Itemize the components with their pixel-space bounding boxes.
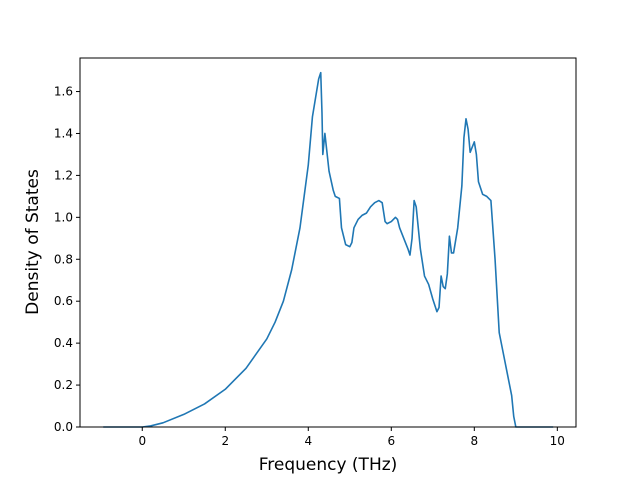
y-tick-label: 0.2 [54, 378, 73, 392]
y-tick-label: 0.4 [54, 336, 73, 350]
dos-series-line [103, 71, 554, 428]
y-tick-label: 0.6 [54, 294, 73, 308]
y-axis-label: Density of States [23, 169, 43, 315]
y-axis-ticks: 0.0 0.2 0.4 0.6 0.8 1.0 1.2 1.4 1.6 [54, 85, 80, 434]
x-axis-label: Frequency (THz) [259, 455, 398, 475]
x-tick-label: 8 [470, 434, 478, 448]
y-tick-label: 1.6 [54, 85, 73, 99]
y-tick-label: 1.0 [54, 210, 73, 224]
x-axis-ticks: 0 2 4 6 8 10 [138, 427, 565, 448]
y-tick-label: 0.0 [54, 420, 73, 434]
y-tick-label: 1.2 [54, 168, 73, 182]
x-tick-label: 2 [221, 434, 229, 448]
x-tick-label: 6 [387, 434, 395, 448]
x-tick-label: 10 [550, 434, 565, 448]
y-tick-label: 0.8 [54, 252, 73, 266]
x-tick-label: 4 [304, 434, 312, 448]
axes-frame [79, 57, 577, 428]
x-tick-label: 0 [138, 434, 146, 448]
y-tick-label: 1.4 [54, 126, 73, 140]
plot-area [79, 57, 577, 428]
